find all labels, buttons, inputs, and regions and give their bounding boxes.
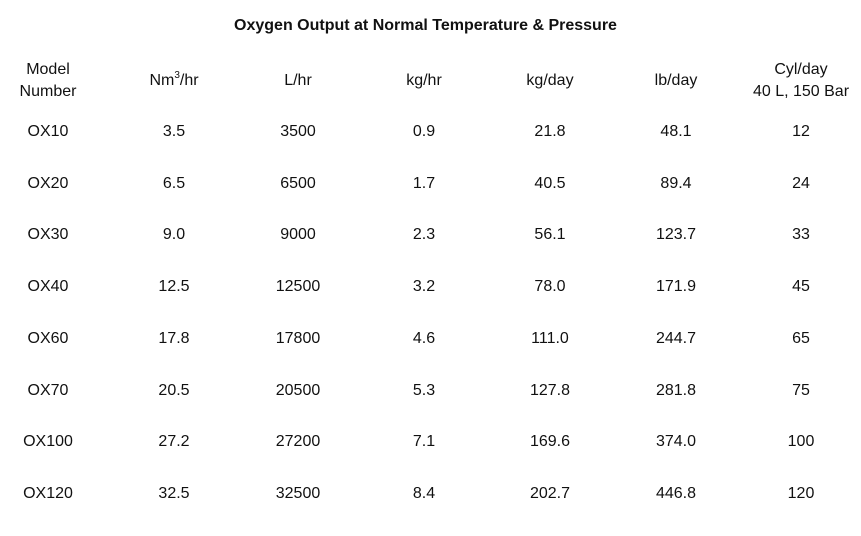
cell-l-hr: 3500 bbox=[280, 123, 316, 140]
header-kg-hr: kg/hr bbox=[406, 58, 442, 104]
header-l-hr: L/hr bbox=[284, 58, 312, 104]
cell-kg-hr: 8.4 bbox=[412, 485, 436, 502]
cell-nm3-hr: 32.5 bbox=[158, 485, 190, 502]
cell-nm3-hr: 27.2 bbox=[158, 433, 190, 450]
cell-model: OX30 bbox=[27, 226, 69, 243]
cell-cyl-day: 24 bbox=[792, 175, 810, 192]
cell-kg-hr: 1.7 bbox=[412, 175, 436, 192]
cell-kg-day: 21.8 bbox=[534, 123, 566, 140]
cell-kg-hr: 0.9 bbox=[412, 123, 436, 140]
cell-l-hr: 9000 bbox=[280, 226, 316, 243]
table-row: OX40 12.5 12500 3.2 78.0 171.9 45 bbox=[0, 276, 861, 298]
cell-lb-day: 446.8 bbox=[655, 485, 697, 502]
cell-model: OX10 bbox=[27, 123, 69, 140]
header-lb-day-label: lb/day bbox=[654, 72, 698, 89]
cell-lb-day: 281.8 bbox=[655, 382, 697, 399]
cell-kg-hr: 3.2 bbox=[412, 278, 436, 295]
cell-model: OX70 bbox=[27, 382, 69, 399]
table-row: OX70 20.5 20500 5.3 127.8 281.8 75 bbox=[0, 380, 861, 402]
cell-nm3-hr: 6.5 bbox=[162, 175, 186, 192]
cell-kg-hr: 2.3 bbox=[412, 226, 436, 243]
cell-model: OX120 bbox=[23, 485, 73, 502]
header-model-number: Model Number bbox=[20, 58, 77, 104]
cell-nm3-hr: 9.0 bbox=[162, 226, 186, 243]
cell-model: OX20 bbox=[27, 175, 69, 192]
header-model-line2: Number bbox=[19, 83, 77, 100]
header-kg-day: kg/day bbox=[526, 58, 573, 104]
header-cyl-line1: Cyl/day bbox=[774, 61, 828, 78]
cell-l-hr: 6500 bbox=[280, 175, 316, 192]
cell-kg-day: 40.5 bbox=[534, 175, 566, 192]
header-nm3-superscript: 3 bbox=[174, 69, 180, 81]
cell-cyl-day: 100 bbox=[787, 433, 815, 450]
cell-l-hr: 32500 bbox=[275, 485, 321, 502]
table-row: OX20 6.5 6500 1.7 40.5 89.4 24 bbox=[0, 173, 861, 195]
cell-model: OX100 bbox=[23, 433, 73, 450]
cell-kg-day: 202.7 bbox=[529, 485, 571, 502]
cell-kg-day: 56.1 bbox=[534, 226, 566, 243]
cell-cyl-day: 45 bbox=[792, 278, 810, 295]
cell-nm3-hr: 17.8 bbox=[158, 330, 190, 347]
cell-kg-day: 78.0 bbox=[534, 278, 566, 295]
cell-lb-day: 244.7 bbox=[655, 330, 697, 347]
cell-lb-day: 374.0 bbox=[655, 433, 697, 450]
cell-l-hr: 27200 bbox=[275, 433, 321, 450]
cell-nm3-hr: 20.5 bbox=[158, 382, 190, 399]
table-row: OX30 9.0 9000 2.3 56.1 123.7 33 bbox=[0, 224, 861, 246]
table-row: OX100 27.2 27200 7.1 169.6 374.0 100 bbox=[0, 431, 861, 453]
cell-nm3-hr: 3.5 bbox=[162, 123, 186, 140]
header-cyl-line2: 40 L, 150 Bar bbox=[752, 83, 850, 100]
cell-lb-day: 89.4 bbox=[660, 175, 692, 192]
cell-model: OX60 bbox=[27, 330, 69, 347]
cell-cyl-day: 75 bbox=[792, 382, 810, 399]
header-nm3-hr: Nm3/hr bbox=[149, 58, 198, 104]
header-kg-hr-label: kg/hr bbox=[406, 72, 442, 89]
cell-nm3-hr: 12.5 bbox=[158, 278, 190, 295]
cell-cyl-day: 65 bbox=[792, 330, 810, 347]
cell-kg-day: 111.0 bbox=[531, 330, 569, 347]
table-title: Oxygen Output at Normal Temperature & Pr… bbox=[234, 17, 617, 34]
cell-model: OX40 bbox=[27, 278, 69, 295]
cell-lb-day: 123.7 bbox=[655, 226, 697, 243]
header-lb-day: lb/day bbox=[655, 58, 698, 104]
header-model-line1: Model bbox=[26, 61, 70, 78]
header-nm3-base: Nm bbox=[149, 72, 175, 89]
cell-kg-day: 169.6 bbox=[529, 433, 571, 450]
cell-lb-day: 171.9 bbox=[655, 278, 697, 295]
cell-cyl-day: 120 bbox=[787, 485, 815, 502]
header-nm3-unit: /hr bbox=[179, 72, 199, 89]
header-l-hr-label: L/hr bbox=[284, 72, 312, 89]
cell-kg-hr: 7.1 bbox=[412, 433, 436, 450]
table-row: OX120 32.5 32500 8.4 202.7 446.8 120 bbox=[0, 483, 861, 505]
header-kg-day-label: kg/day bbox=[526, 72, 574, 89]
cell-l-hr: 12500 bbox=[275, 278, 321, 295]
table-row: OX10 3.5 3500 0.9 21.8 48.1 12 bbox=[0, 121, 861, 143]
cell-l-hr: 17800 bbox=[275, 330, 321, 347]
table-row: OX60 17.8 17800 4.6 111.0 244.7 65 bbox=[0, 328, 861, 350]
cell-cyl-day: 33 bbox=[792, 226, 810, 243]
cell-lb-day: 48.1 bbox=[660, 123, 692, 140]
cell-kg-day: 127.8 bbox=[529, 382, 571, 399]
header-cyl-day: Cyl/day 40 L, 150 Bar bbox=[753, 58, 849, 104]
cell-l-hr: 20500 bbox=[275, 382, 321, 399]
cell-kg-hr: 5.3 bbox=[412, 382, 436, 399]
cell-cyl-day: 12 bbox=[792, 123, 810, 140]
cell-kg-hr: 4.6 bbox=[412, 330, 436, 347]
